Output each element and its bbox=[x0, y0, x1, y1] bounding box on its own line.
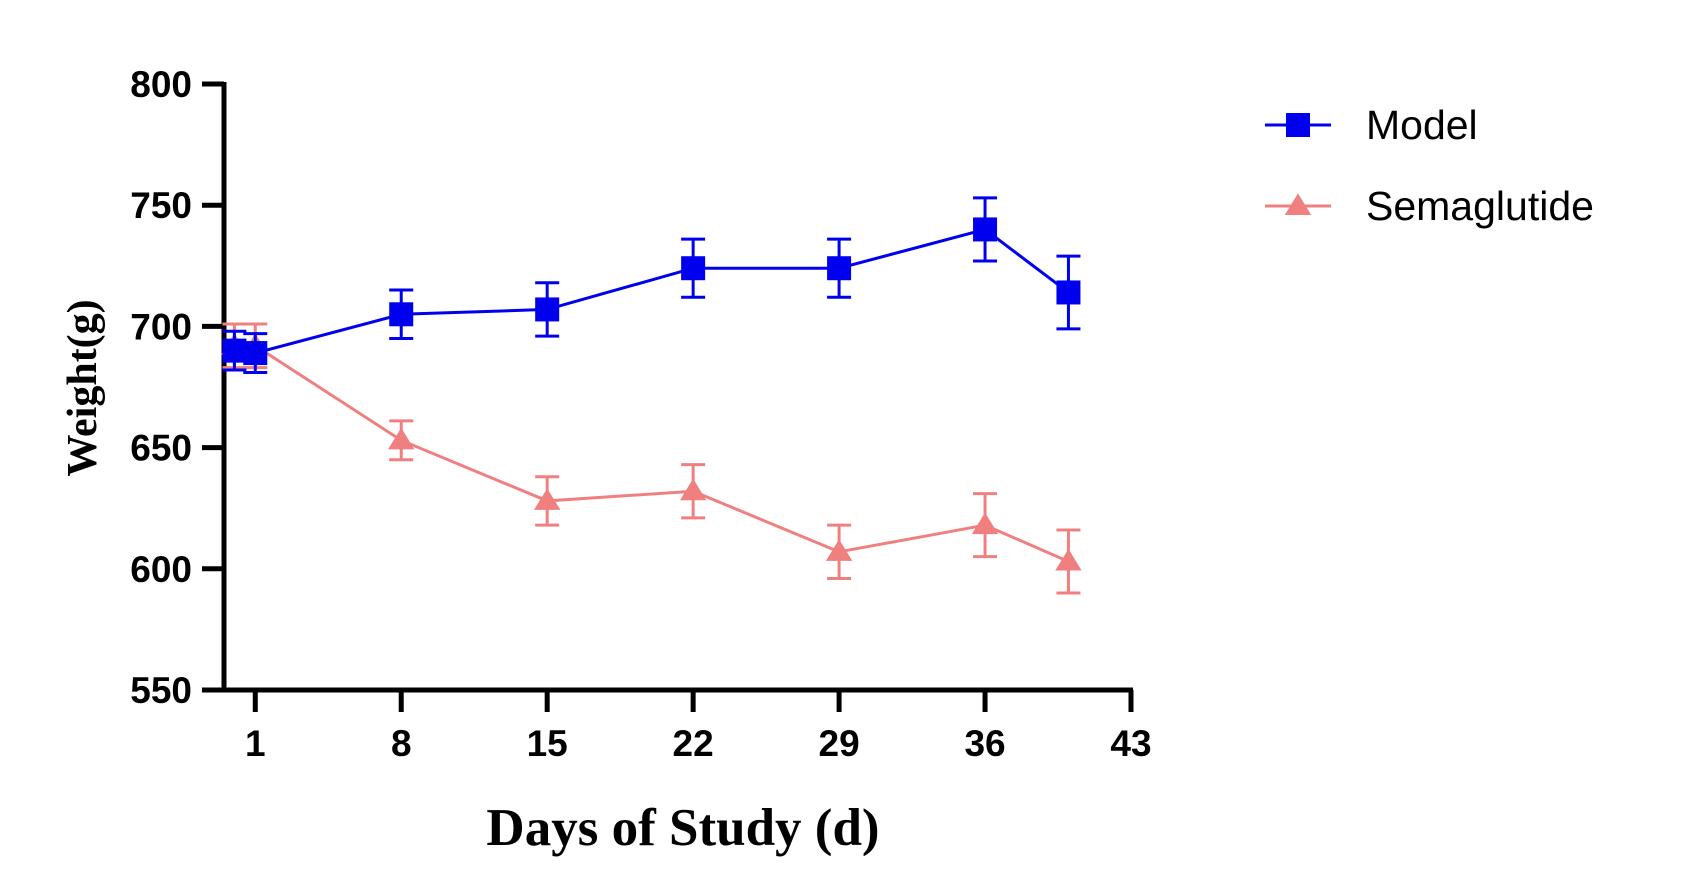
series-semaglutide bbox=[221, 322, 1082, 595]
model-point bbox=[243, 341, 268, 366]
semaglutide-point bbox=[825, 539, 853, 561]
y-axis-title: Weight(g) bbox=[60, 299, 106, 476]
x-tick-label: 29 bbox=[819, 723, 860, 764]
x-tick-label: 43 bbox=[1110, 723, 1151, 764]
semaglutide-line bbox=[234, 344, 1070, 563]
y-tick-label: 750 bbox=[130, 185, 192, 226]
y-tick-label: 550 bbox=[130, 670, 192, 711]
legend-item-model: Model bbox=[1265, 102, 1478, 148]
model-point bbox=[222, 338, 247, 363]
semaglutide-point bbox=[388, 427, 415, 450]
x-tick-label: 15 bbox=[527, 723, 568, 764]
series-layer bbox=[221, 196, 1082, 595]
legend-item-semaglutide: Semaglutide bbox=[1265, 183, 1594, 229]
model-line bbox=[234, 227, 1070, 355]
axes: 550 600 650 700 750 800 1 8 15 22 29 36 43 bbox=[130, 64, 1151, 764]
y-tick-label: 600 bbox=[130, 549, 192, 590]
model-point bbox=[681, 256, 706, 281]
model-point bbox=[973, 217, 998, 242]
x-tick-label: 22 bbox=[673, 723, 714, 764]
series-model bbox=[222, 196, 1081, 374]
x-axis-title: Days of Study (d) bbox=[486, 799, 879, 857]
semaglutide-point bbox=[533, 488, 561, 510]
semaglutide-point bbox=[679, 478, 707, 501]
x-tick-label: 1 bbox=[245, 723, 266, 764]
y-tick-label: 800 bbox=[130, 64, 192, 105]
model-point bbox=[535, 297, 560, 322]
x-tick-label: 36 bbox=[964, 723, 1005, 764]
legend-label-semaglutide: Semaglutide bbox=[1366, 183, 1594, 229]
model-point bbox=[827, 256, 852, 281]
semaglutide-point bbox=[1055, 548, 1082, 571]
legend-label-model: Model bbox=[1366, 102, 1478, 148]
y-tick-label: 700 bbox=[130, 306, 192, 347]
semaglutide-point bbox=[971, 512, 999, 535]
legend: Model Semaglutide bbox=[1265, 102, 1594, 229]
legend-marker-semaglutide bbox=[1284, 193, 1312, 215]
model-point bbox=[389, 302, 414, 327]
model-point bbox=[1056, 280, 1081, 305]
x-tick-label: 8 bbox=[391, 723, 412, 764]
y-tick-label: 650 bbox=[130, 428, 192, 469]
legend-marker-model bbox=[1286, 113, 1310, 137]
